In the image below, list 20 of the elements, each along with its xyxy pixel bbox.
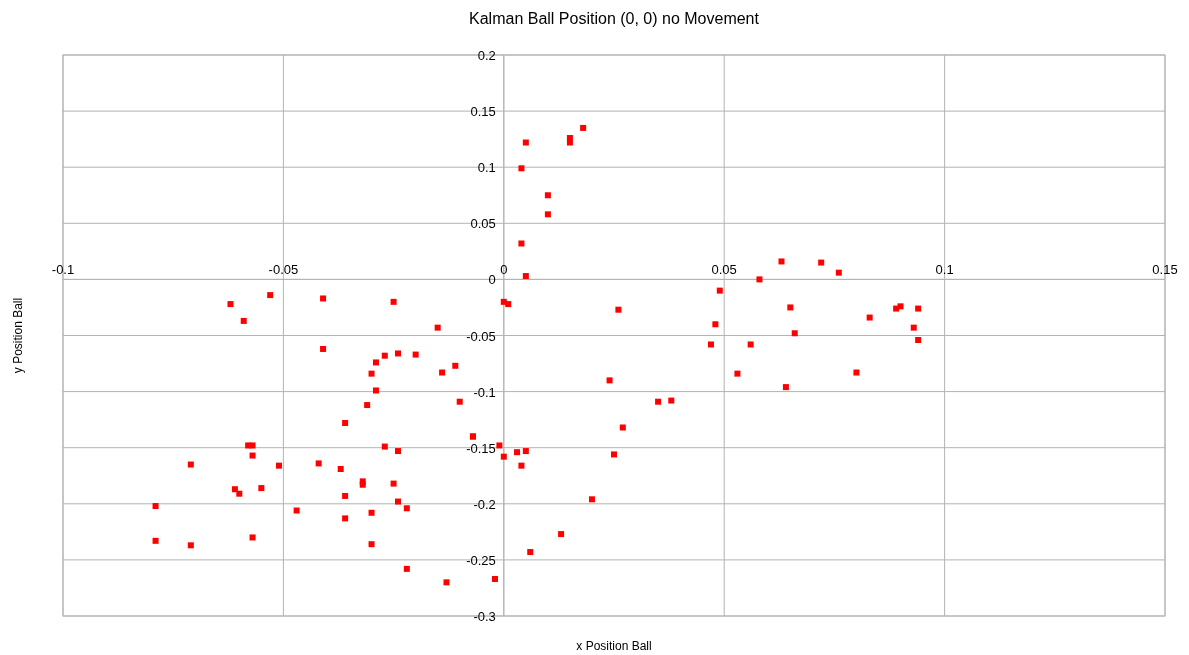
y-tick-label: -0.1 [473, 384, 496, 400]
x-tick-label: -0.1 [51, 262, 75, 278]
y-tick-label: 0.05 [470, 216, 496, 232]
y-tick-label: 0 [488, 272, 496, 288]
y-tick-label: -0.05 [466, 328, 496, 344]
y-tick-label: 0.15 [470, 104, 496, 120]
x-tick-label: -0.05 [268, 262, 299, 278]
x-axis-title: x Position Ball [576, 639, 652, 653]
x-tick-label: 0.05 [711, 262, 737, 278]
y-tick-label: 0.1 [477, 160, 496, 176]
y-tick-label: -0.2 [473, 496, 496, 512]
y-tick-label: 0.2 [477, 48, 496, 63]
y-tick-label: -0.25 [466, 552, 496, 568]
chart-title: Kalman Ball Position (0, 0) no Movement [469, 10, 760, 27]
y-axis-title: y Position Ball [11, 297, 25, 374]
x-tick-label: 0.1 [935, 262, 954, 278]
y-tick-label: -0.3 [473, 609, 496, 624]
x-tick-label: 0 [500, 262, 508, 278]
x-tick-label: 0.15 [1152, 262, 1178, 278]
y-tick-label: -0.15 [466, 440, 496, 456]
